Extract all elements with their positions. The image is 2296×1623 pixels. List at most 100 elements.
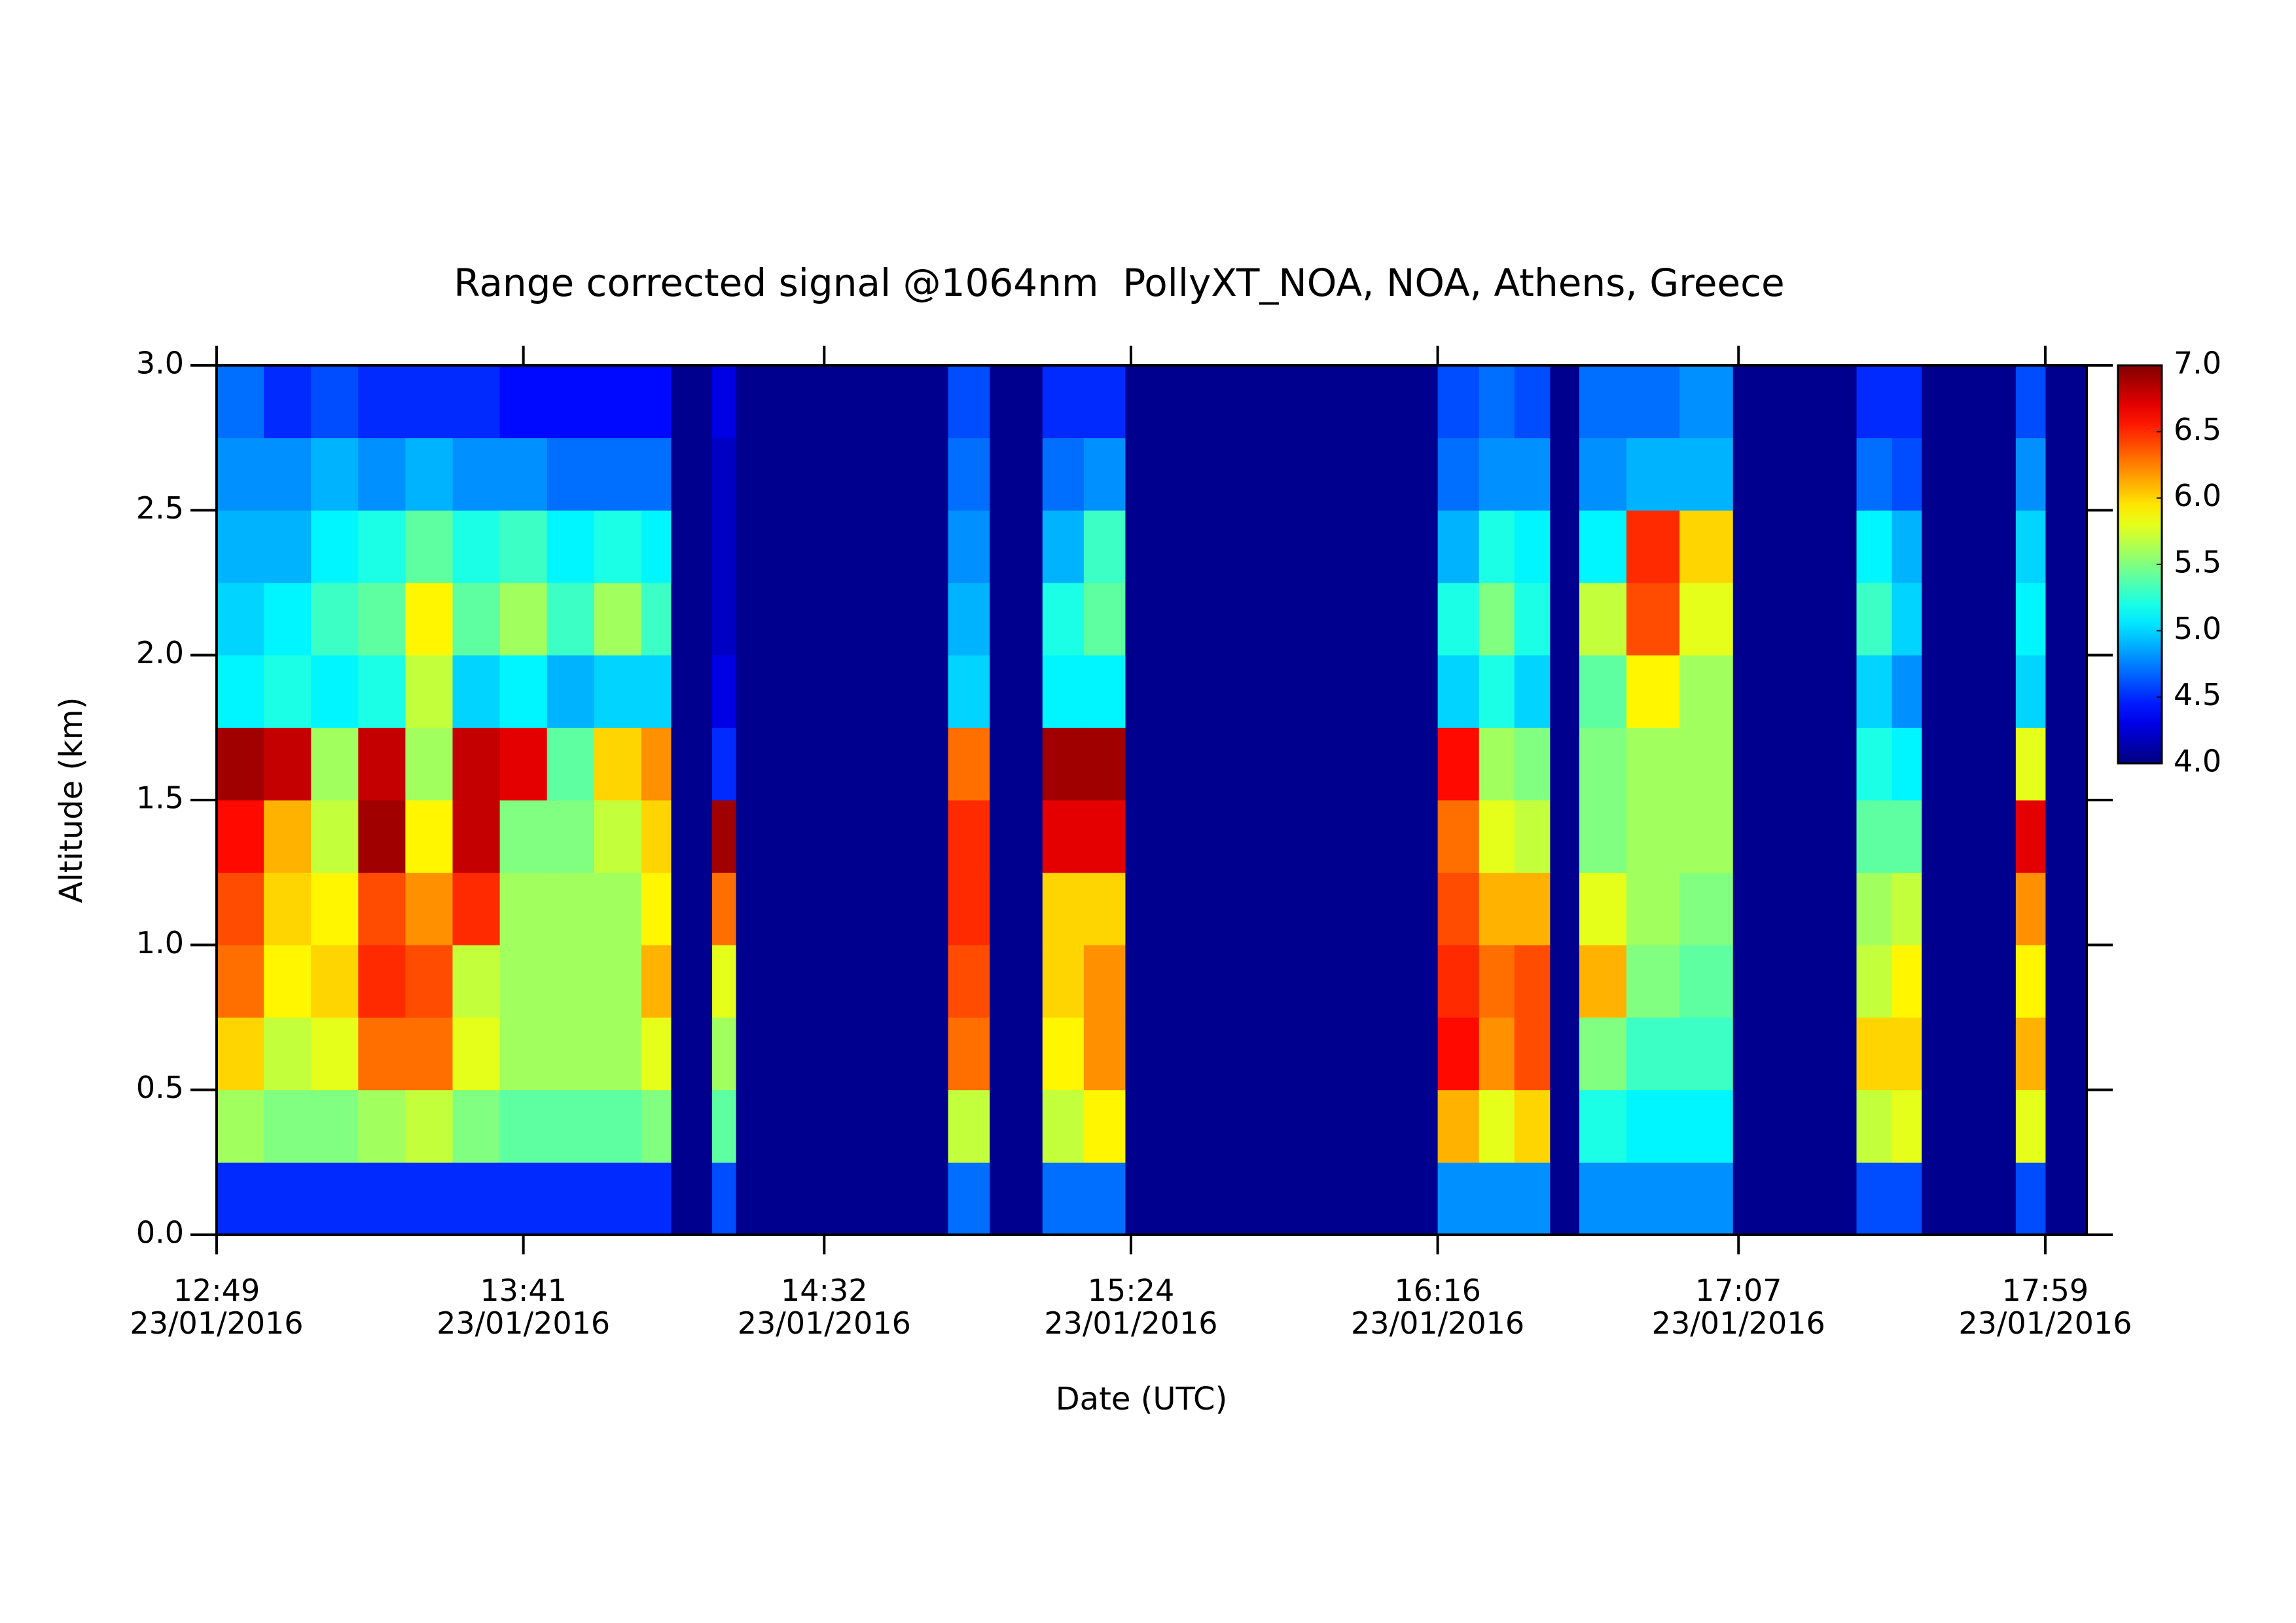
heatmap-cell: [1679, 583, 1733, 656]
heatmap-cell: [499, 1089, 548, 1163]
x-tick-label: 13:41 23/01/2016: [437, 1273, 611, 1341]
heatmap-cell: [547, 872, 595, 945]
heatmap-cell: [712, 655, 736, 728]
heatmap-cell: [1042, 945, 1085, 1018]
heatmap-cell: [264, 510, 312, 583]
heatmap-cell: [1579, 872, 1627, 945]
heatmap-cell: [405, 945, 454, 1018]
heatmap-cell: [217, 655, 264, 728]
heatmap-cell: [1626, 583, 1680, 656]
heatmap-cell: [1083, 945, 1126, 1018]
heatmap-cell: [1579, 800, 1627, 873]
heatmap-cell: [311, 1162, 359, 1235]
heatmap-cell: [2015, 1162, 2046, 1235]
heatmap-cell: [499, 583, 548, 656]
heatmap-cell: [405, 800, 454, 873]
heatmap-cell: [452, 1162, 501, 1235]
heatmap-cell: [405, 583, 454, 656]
chart-title: Range corrected signal @1064nm PollyXT_N…: [454, 261, 1784, 305]
heatmap-cell: [1437, 1089, 1480, 1163]
heatmap-cell: [641, 655, 672, 728]
heatmap-cell: [499, 365, 548, 439]
heatmap-cell: [452, 437, 501, 511]
heatmap-cell: [2015, 727, 2046, 801]
heatmap-cell: [1479, 800, 1515, 873]
heatmap-cell: [452, 583, 501, 656]
heatmap-cell: [1679, 655, 1733, 728]
heatmap-cell: [358, 1089, 406, 1163]
heatmap-cell: [217, 872, 264, 945]
y-tick-label: 1.0: [136, 925, 184, 960]
heatmap-cell: [311, 655, 359, 728]
heatmap-cell: [594, 1162, 642, 1235]
heatmap-cell: [452, 872, 501, 945]
heatmap-cell: [641, 1089, 672, 1163]
heatmap-cell: [1437, 655, 1480, 728]
heatmap-cell: [1083, 800, 1126, 873]
heatmap-cell: [594, 872, 642, 945]
heatmap-cell: [264, 800, 312, 873]
heatmap-cell: [499, 1162, 548, 1235]
heatmap-cell: [1856, 1089, 1893, 1163]
heatmap-cell: [1042, 655, 1085, 728]
heatmap-cell: [2015, 1017, 2046, 1091]
x-tick-label: 17:07 23/01/2016: [1651, 1273, 1825, 1341]
heatmap-cell: [452, 945, 501, 1018]
heatmap-cell: [311, 437, 359, 511]
heatmap-cell: [1042, 510, 1085, 583]
heatmap-cell: [948, 800, 990, 873]
heatmap-cell: [1514, 437, 1551, 511]
heatmap-cell: [1514, 872, 1551, 945]
heatmap-cell: [452, 655, 501, 728]
heatmap-cell: [1856, 800, 1893, 873]
heatmap-cell: [1437, 872, 1480, 945]
heatmap-cell: [1892, 437, 1922, 511]
x-tick-label: 16:16 23/01/2016: [1351, 1273, 1525, 1341]
heatmap-cell: [217, 583, 264, 656]
heatmap-cell: [712, 727, 736, 801]
heatmap-cell: [547, 437, 595, 511]
heatmap-cell: [264, 583, 312, 656]
heatmap-cell: [1479, 1162, 1515, 1235]
heatmap-cell: [1892, 1017, 1922, 1091]
heatmap-cell: [358, 1162, 406, 1235]
heatmap-cell: [311, 1017, 359, 1091]
heatmap-cell: [311, 872, 359, 945]
heatmap-cell: [1514, 727, 1551, 801]
heatmap-cell: [1679, 1089, 1733, 1163]
heatmap-cell: [358, 1017, 406, 1091]
heatmap-cell: [217, 727, 264, 801]
heatmap-cell: [948, 583, 990, 656]
heatmap-cell: [217, 437, 264, 511]
heatmap-cell: [1892, 945, 1922, 1018]
heatmap-cell: [358, 945, 406, 1018]
heatmap-cell: [1437, 1017, 1480, 1091]
heatmap-cell: [712, 1162, 736, 1235]
heatmap-cell: [1514, 510, 1551, 583]
heatmap-cell: [948, 655, 990, 728]
heatmap-cell: [264, 945, 312, 1018]
heatmap-cell: [594, 583, 642, 656]
heatmap-cell: [1042, 800, 1085, 873]
y-tick-label: 2.0: [136, 635, 184, 670]
heatmap-cell: [594, 655, 642, 728]
heatmap-cell: [641, 437, 672, 511]
heatmap-cell: [1479, 655, 1515, 728]
heatmap-cell: [1679, 872, 1733, 945]
heatmap-cell: [264, 1089, 312, 1163]
heatmap-cell: [1083, 1162, 1126, 1235]
heatmap-cell: [594, 437, 642, 511]
heatmap-cell: [1856, 1017, 1893, 1091]
heatmap-cell: [948, 365, 990, 439]
heatmap-cell: [1679, 727, 1733, 801]
heatmap-cell: [264, 727, 312, 801]
heatmap-cell: [311, 727, 359, 801]
heatmap-cell: [405, 1089, 454, 1163]
heatmap-cell: [1579, 1162, 1627, 1235]
heatmap-cell: [1579, 437, 1627, 511]
heatmap-cell: [452, 727, 501, 801]
heatmap-cell: [499, 510, 548, 583]
heatmap-cell: [2015, 800, 2046, 873]
heatmap-cell: [712, 872, 736, 945]
